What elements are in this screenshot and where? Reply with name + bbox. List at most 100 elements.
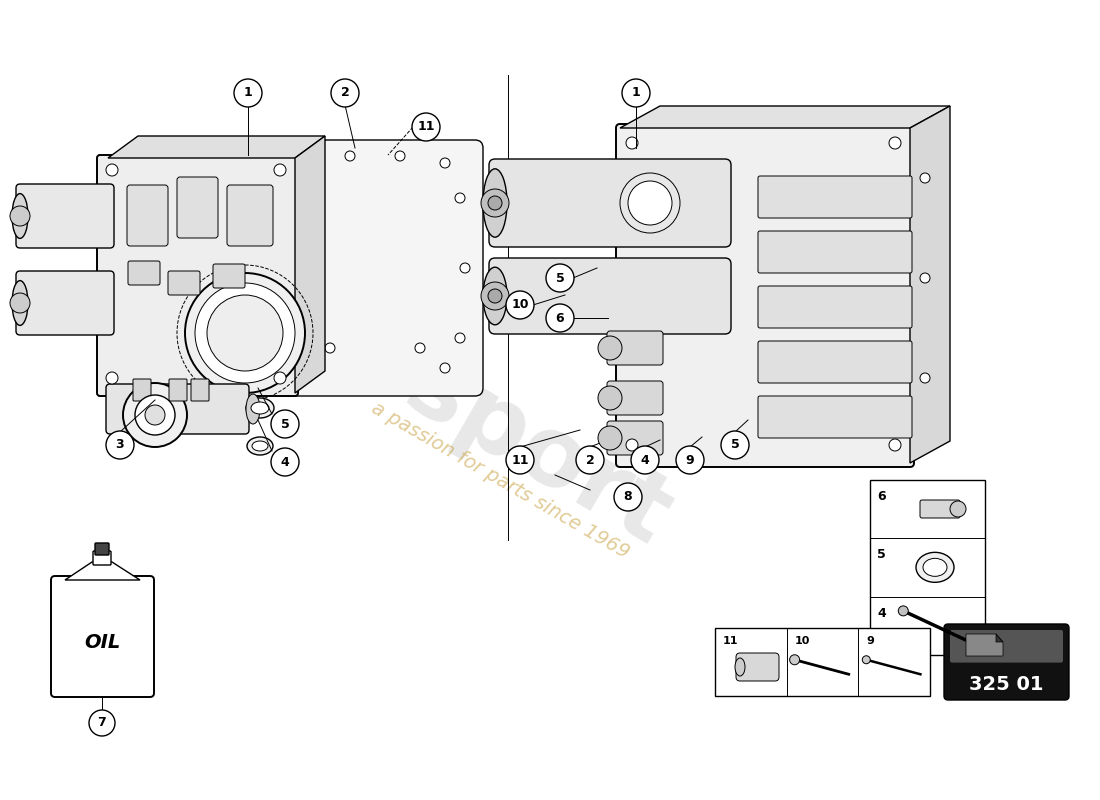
Text: 4: 4 — [280, 455, 289, 469]
Text: OIL: OIL — [84, 633, 120, 651]
FancyBboxPatch shape — [16, 184, 114, 248]
Text: 1: 1 — [243, 86, 252, 99]
Circle shape — [89, 710, 116, 736]
Ellipse shape — [251, 402, 270, 414]
Circle shape — [628, 181, 672, 225]
Text: eurosport: eurosport — [174, 215, 686, 565]
FancyBboxPatch shape — [870, 480, 984, 655]
Text: 10: 10 — [512, 298, 529, 311]
Text: 5: 5 — [556, 271, 564, 285]
FancyBboxPatch shape — [736, 653, 779, 681]
Circle shape — [440, 363, 450, 373]
Circle shape — [862, 656, 870, 664]
FancyBboxPatch shape — [133, 379, 151, 401]
Circle shape — [598, 386, 622, 410]
Text: 9: 9 — [867, 636, 875, 646]
FancyBboxPatch shape — [607, 421, 663, 455]
Circle shape — [546, 264, 574, 292]
FancyBboxPatch shape — [607, 381, 663, 415]
Polygon shape — [65, 562, 140, 580]
Text: 7: 7 — [98, 717, 107, 730]
Circle shape — [455, 333, 465, 343]
Polygon shape — [996, 634, 1003, 642]
Circle shape — [106, 164, 118, 176]
Circle shape — [598, 426, 622, 450]
Text: 9: 9 — [685, 454, 694, 466]
Circle shape — [614, 483, 642, 511]
Ellipse shape — [483, 169, 507, 238]
Circle shape — [415, 343, 425, 353]
FancyBboxPatch shape — [128, 261, 160, 285]
Circle shape — [889, 439, 901, 451]
Circle shape — [488, 289, 502, 303]
Circle shape — [331, 79, 359, 107]
Circle shape — [546, 304, 574, 332]
Circle shape — [295, 193, 305, 203]
Circle shape — [440, 158, 450, 168]
Circle shape — [234, 79, 262, 107]
Circle shape — [106, 431, 134, 459]
Circle shape — [274, 372, 286, 384]
Circle shape — [598, 336, 622, 360]
Ellipse shape — [248, 437, 273, 455]
Circle shape — [412, 113, 440, 141]
Circle shape — [271, 410, 299, 438]
FancyBboxPatch shape — [169, 379, 187, 401]
Circle shape — [920, 273, 929, 283]
Text: 11: 11 — [417, 121, 434, 134]
FancyBboxPatch shape — [950, 630, 1063, 662]
Polygon shape — [295, 136, 324, 393]
FancyBboxPatch shape — [168, 271, 200, 295]
Circle shape — [195, 283, 295, 383]
Text: 8: 8 — [624, 490, 632, 503]
Ellipse shape — [916, 552, 954, 582]
Circle shape — [305, 158, 315, 168]
FancyBboxPatch shape — [758, 341, 912, 383]
FancyBboxPatch shape — [51, 576, 154, 697]
Text: 4: 4 — [640, 454, 649, 466]
Circle shape — [626, 439, 638, 451]
Text: 5: 5 — [280, 418, 289, 430]
Circle shape — [631, 446, 659, 474]
Circle shape — [676, 446, 704, 474]
Circle shape — [145, 405, 165, 425]
Text: 5: 5 — [730, 438, 739, 451]
Circle shape — [345, 151, 355, 161]
Circle shape — [395, 151, 405, 161]
Text: a passion for parts since 1969: a passion for parts since 1969 — [367, 398, 632, 562]
Text: 11: 11 — [512, 454, 529, 466]
FancyBboxPatch shape — [715, 628, 930, 696]
FancyBboxPatch shape — [191, 379, 209, 401]
FancyBboxPatch shape — [758, 231, 912, 273]
Polygon shape — [966, 634, 1003, 656]
FancyBboxPatch shape — [177, 177, 218, 238]
Circle shape — [185, 273, 305, 393]
Circle shape — [10, 293, 30, 313]
Circle shape — [274, 164, 286, 176]
Polygon shape — [108, 136, 324, 158]
Ellipse shape — [252, 441, 268, 451]
Circle shape — [135, 395, 175, 435]
FancyBboxPatch shape — [106, 384, 249, 434]
Circle shape — [10, 206, 30, 226]
Circle shape — [324, 343, 336, 353]
Ellipse shape — [923, 558, 947, 576]
Ellipse shape — [12, 281, 28, 326]
Circle shape — [621, 79, 650, 107]
Text: 2: 2 — [585, 454, 594, 466]
FancyBboxPatch shape — [758, 176, 912, 218]
Text: 5: 5 — [877, 548, 886, 562]
Circle shape — [920, 173, 929, 183]
Text: 1: 1 — [631, 86, 640, 99]
Circle shape — [576, 446, 604, 474]
FancyBboxPatch shape — [227, 185, 273, 246]
Ellipse shape — [246, 394, 260, 424]
Circle shape — [720, 431, 749, 459]
Circle shape — [620, 173, 680, 233]
Circle shape — [506, 446, 534, 474]
Circle shape — [790, 654, 800, 665]
Circle shape — [123, 383, 187, 447]
Circle shape — [271, 448, 299, 476]
Circle shape — [481, 282, 509, 310]
Text: 11: 11 — [723, 636, 738, 646]
